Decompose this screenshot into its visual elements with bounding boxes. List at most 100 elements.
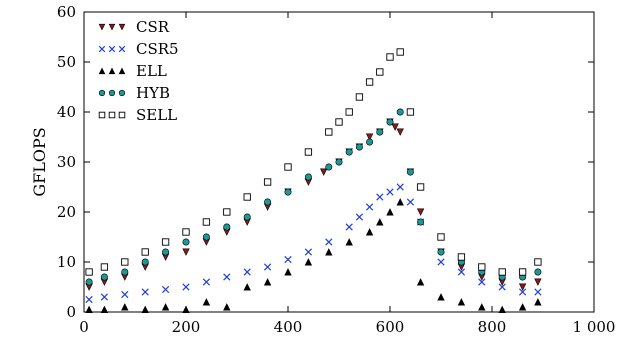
data-point-ell-22 xyxy=(498,305,506,313)
legend-marker-csr5-1 xyxy=(108,45,116,53)
data-point-hyb-18 xyxy=(386,118,394,126)
legend-item-csr5: CSR5 xyxy=(98,40,179,58)
x-tick-label: 200 xyxy=(172,318,201,336)
data-point-ell-16 xyxy=(386,208,394,216)
data-point-csr-5 xyxy=(182,248,190,256)
data-point-csr5-10 xyxy=(284,255,292,264)
data-point-csr5-14 xyxy=(355,213,364,221)
data-point-ell-10 xyxy=(284,268,292,276)
y-tick-label: 50 xyxy=(57,53,76,71)
legend-label-ell: ELL xyxy=(136,62,167,80)
y-tick-label: 20 xyxy=(57,203,76,221)
data-point-hyb-20 xyxy=(406,168,414,176)
data-point-csr5-0 xyxy=(85,295,93,304)
data-point-sell-11 xyxy=(304,148,313,156)
data-point-csr5-8 xyxy=(243,268,251,276)
data-point-sell-2 xyxy=(121,258,129,266)
data-point-sell-24 xyxy=(478,263,486,271)
legend-marker-hyb-2 xyxy=(118,89,126,97)
legend-item-hyb: HYB xyxy=(98,84,170,102)
data-point-csr5-15 xyxy=(365,203,374,211)
data-point-csr5-24 xyxy=(498,283,506,291)
data-point-hyb-22 xyxy=(437,248,445,256)
data-point-csr-16 xyxy=(365,133,374,141)
data-point-csr5-1 xyxy=(100,293,109,301)
data-point-sell-27 xyxy=(534,258,542,266)
data-point-sell-26 xyxy=(518,268,527,276)
data-point-hyb-6 xyxy=(202,233,210,241)
data-point-ell-0 xyxy=(85,305,93,313)
data-point-hyb-17 xyxy=(376,128,384,136)
data-point-hyb-15 xyxy=(355,143,363,151)
data-point-hyb-21 xyxy=(417,218,425,226)
data-point-hyb-3 xyxy=(141,258,149,266)
data-point-hyb-9 xyxy=(264,198,272,206)
data-point-hyb-19 xyxy=(396,108,404,116)
x-tick-label: 600 xyxy=(376,318,405,336)
data-point-csr5-4 xyxy=(161,285,170,294)
data-point-csr-20 xyxy=(396,128,404,136)
data-point-csr5-23 xyxy=(478,278,486,286)
data-point-hyb-7 xyxy=(223,223,231,231)
legend-marker-ell-0 xyxy=(98,67,106,75)
x-tick-label: 0 xyxy=(79,318,89,336)
legend-label-sell: SELL xyxy=(136,106,177,124)
legend-marker-csr-1 xyxy=(108,23,116,31)
data-point-csr-22 xyxy=(416,208,425,216)
data-point-csr5-19 xyxy=(406,198,415,206)
legend-marker-sell-1 xyxy=(108,111,116,119)
data-point-hyb-2 xyxy=(121,268,129,276)
data-point-hyb-14 xyxy=(345,148,353,156)
data-point-sell-25 xyxy=(498,268,506,276)
data-point-csr5-21 xyxy=(437,258,445,266)
data-point-csr5-7 xyxy=(223,273,231,281)
data-point-sell-14 xyxy=(345,108,353,116)
data-point-sell-3 xyxy=(141,248,149,256)
data-point-ell-18 xyxy=(416,278,425,286)
data-point-sell-16 xyxy=(365,78,374,86)
y-tick-label: 60 xyxy=(57,3,76,21)
data-point-hyb-12 xyxy=(325,163,333,171)
data-point-ell-8 xyxy=(243,283,251,291)
data-point-sell-13 xyxy=(335,118,343,126)
data-point-ell-6 xyxy=(202,298,211,306)
data-point-sell-23 xyxy=(457,253,466,261)
series-ell xyxy=(85,198,542,313)
data-point-ell-17 xyxy=(396,198,404,206)
data-point-ell-24 xyxy=(534,298,542,306)
data-point-csr5-2 xyxy=(121,290,129,299)
data-point-ell-1 xyxy=(100,305,109,313)
data-point-csr5-5 xyxy=(182,283,190,291)
data-point-sell-19 xyxy=(396,48,404,56)
legend-marker-csr5-2 xyxy=(118,45,126,53)
data-point-ell-19 xyxy=(437,293,445,301)
data-point-ell-11 xyxy=(304,258,313,266)
data-point-ell-21 xyxy=(478,303,486,311)
data-point-sell-18 xyxy=(386,53,394,61)
data-point-ell-3 xyxy=(141,305,149,313)
data-point-csr5-22 xyxy=(457,268,466,276)
data-point-sell-9 xyxy=(263,178,272,186)
data-point-sell-22 xyxy=(437,233,445,241)
series-csr5 xyxy=(85,183,542,304)
data-point-hyb-1 xyxy=(100,273,108,281)
data-point-ell-12 xyxy=(325,248,333,256)
data-point-sell-7 xyxy=(223,208,231,216)
legend-marker-sell-2 xyxy=(118,111,126,119)
data-point-ell-15 xyxy=(376,218,384,226)
legend-label-csr: CSR xyxy=(136,18,170,36)
data-point-ell-20 xyxy=(457,298,466,306)
data-point-sell-0 xyxy=(85,268,93,276)
data-point-csr5-16 xyxy=(376,193,384,201)
y-axis-label: GFLOPS xyxy=(30,127,49,196)
legend-marker-csr5-0 xyxy=(98,45,106,53)
data-point-sell-6 xyxy=(202,218,211,226)
data-point-csr5-12 xyxy=(325,238,333,246)
data-point-csr5-26 xyxy=(534,288,542,296)
data-point-sell-8 xyxy=(243,193,251,201)
data-point-csr-27 xyxy=(518,283,527,291)
data-point-ell-4 xyxy=(161,303,170,311)
data-marks xyxy=(85,48,542,313)
data-point-csr5-3 xyxy=(141,288,149,296)
